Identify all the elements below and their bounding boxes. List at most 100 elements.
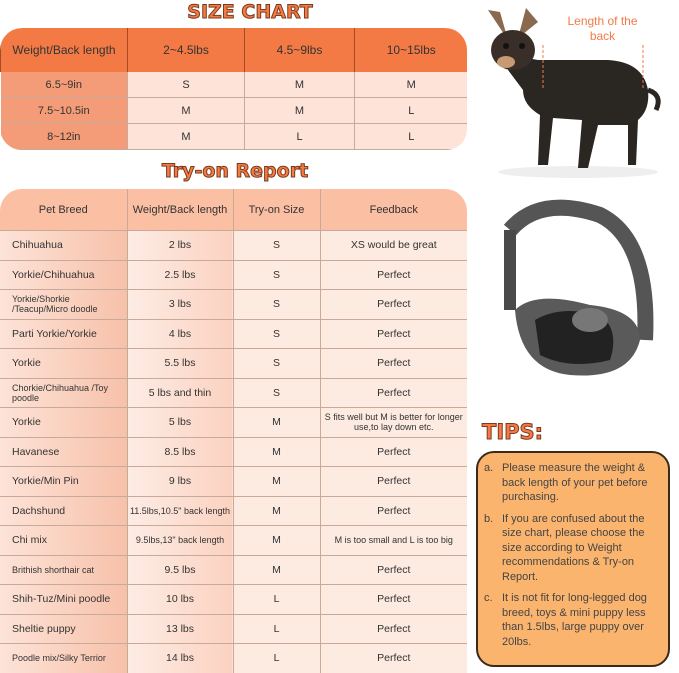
cell: M <box>232 555 320 585</box>
cell: Perfect <box>319 555 467 585</box>
tip-marker: a. <box>484 462 494 474</box>
tips-box: a. Please measure the weight & back lengt… <box>476 451 670 667</box>
cell: S <box>232 348 320 379</box>
table-row: Parti Yorkie/Yorkie 4 lbs S Perfect <box>0 319 467 349</box>
size-chart-title: SIZE CHART <box>187 1 313 24</box>
cell: 5 lbs <box>126 407 233 438</box>
cell: Perfect <box>319 260 467 290</box>
cell: S <box>232 230 320 261</box>
cell: 9 lbs <box>126 466 233 497</box>
cell: 10 lbs <box>126 584 233 615</box>
cell: L <box>232 643 320 673</box>
cell: Brithish shorthair cat <box>0 555 127 585</box>
cell: Dachshund <box>0 496 127 526</box>
table-row: Dachshund 11.5lbs,10.5" back length M Perfe… <box>0 496 467 526</box>
table-row: Chorkie/Chihuahua /Toy poodle 5 lbs and t… <box>0 378 467 408</box>
cell: 8~12in <box>0 123 128 150</box>
cell: S <box>232 289 320 320</box>
tip-item: b. If you are confused about the size cha… <box>484 512 662 585</box>
cell: 14 lbs <box>126 643 233 673</box>
cell: Perfect <box>319 348 467 379</box>
cell: S <box>232 319 320 349</box>
cell: 11.5lbs,10.5" back length <box>126 496 233 526</box>
cell: S fits well but M is better for longer u… <box>319 407 467 438</box>
cell: Yorkie/Shorkie /Teacup/Micro doodle <box>0 289 127 320</box>
table-row: Brithish shorthair cat 9.5 lbs M Perfect <box>0 555 467 585</box>
tryon-header: Pet Breed Weight/Back length Try-on Size… <box>0 189 467 231</box>
cell: L <box>232 614 320 644</box>
cell: L <box>354 97 467 124</box>
cell: Perfect <box>319 643 467 673</box>
cell: M <box>232 466 320 497</box>
table-row: Yorkie 5.5 lbs S Perfect <box>0 348 467 379</box>
cell: Perfect <box>319 378 467 408</box>
cell: Chi mix <box>0 525 127 556</box>
tip-text: Please measure the weight & back length … <box>502 462 648 503</box>
cell: Perfect <box>319 614 467 644</box>
tryon-title: Try-on Report <box>161 160 309 183</box>
tip-marker: b. <box>484 512 494 525</box>
header-cell: Feedback <box>319 189 467 231</box>
cell: Yorkie <box>0 348 127 379</box>
back-length-annotation: Length of the back <box>567 14 638 43</box>
tryon-table: Pet Breed Weight/Back length Try-on Size… <box>0 189 467 673</box>
table-row: Yorkie/Chihuahua 2.5 lbs S Perfect <box>0 260 467 290</box>
cell: Poodle mix/Silky Terrior <box>0 643 127 673</box>
cell: 3 lbs <box>126 289 233 320</box>
cell: 13 lbs <box>126 614 233 644</box>
cell: Yorkie <box>0 407 127 438</box>
table-row: Shih-Tuz/Mini poodle 10 lbs L Perfect <box>0 584 467 615</box>
tip-item: c. It is not fit for long-legged dog bree… <box>484 591 662 649</box>
size-chart-header: Weight/Back length 2~4.5lbs 4.5~9lbs 10~… <box>0 28 467 72</box>
header-cell: 4.5~9lbs <box>244 28 355 72</box>
cell: Yorkie/Min Pin <box>0 466 127 497</box>
cell: 2 lbs <box>126 230 233 261</box>
cell: S <box>232 378 320 408</box>
cell: M <box>127 123 245 150</box>
table-row: Poodle mix/Silky Terrior 14 lbs L Perfect <box>0 643 467 673</box>
table-row: Chihuahua 2 lbs S XS would be great <box>0 230 467 261</box>
cell: Perfect <box>319 496 467 526</box>
cell: M <box>232 525 320 556</box>
header-cell: Weight/Back length <box>126 189 233 231</box>
table-row: Yorkie/Min Pin 9 lbs M Perfect <box>0 466 467 497</box>
table-row: Yorkie/Shorkie /Teacup/Micro doodle 3 lbs… <box>0 289 467 320</box>
cell: 5 lbs and thin <box>126 378 233 408</box>
size-chart-table: Weight/Back length 2~4.5lbs 4.5~9lbs 10~… <box>0 28 467 151</box>
cell: Perfect <box>319 584 467 615</box>
cell: Chihuahua <box>0 230 127 261</box>
cell: S <box>232 260 320 290</box>
table-row: Yorkie 5 lbs M S fits well but M is better … <box>0 407 467 438</box>
cell: Yorkie/Chihuahua <box>0 260 127 290</box>
cell: Sheltie puppy <box>0 614 127 644</box>
cell: M <box>232 496 320 526</box>
tip-text: It is not fit for long-legged dog breed,… <box>502 592 647 648</box>
cell: M <box>354 72 467 98</box>
header-cell: Try-on Size <box>232 189 320 231</box>
cell: Perfect <box>319 466 467 497</box>
table-row: Chi mix 9.5lbs,13" back length M M is too s… <box>0 525 467 556</box>
cell: 2.5 lbs <box>126 260 233 290</box>
cell: 9.5 lbs <box>126 555 233 585</box>
header-cell: 10~15lbs <box>354 28 467 72</box>
sling-bag-photo <box>503 199 654 376</box>
cell: 9.5lbs,13" back length <box>126 525 233 556</box>
cell: Perfect <box>319 319 467 349</box>
tip-item: a. Please measure the weight & back lengt… <box>484 461 662 505</box>
cell: L <box>232 584 320 615</box>
cell: M <box>232 407 320 438</box>
table-row: Havanese 8.5 lbs M Perfect <box>0 437 467 467</box>
tip-marker: c. <box>484 592 493 604</box>
cell: L <box>354 123 467 150</box>
cell: Perfect <box>319 437 467 467</box>
cell: L <box>244 123 355 150</box>
table-row: 7.5~10.5in M M L <box>0 97 467 124</box>
cell: Parti Yorkie/Yorkie <box>0 319 127 349</box>
cell: M is too small and L is too big <box>319 525 467 556</box>
cell: XS would be great <box>319 230 467 261</box>
cell: M <box>232 437 320 467</box>
cell: Chorkie/Chihuahua /Toy poodle <box>0 378 127 408</box>
cell: Havanese <box>0 437 127 467</box>
table-row: 6.5~9in S M M <box>0 72 467 98</box>
cell: Shih-Tuz/Mini poodle <box>0 584 127 615</box>
